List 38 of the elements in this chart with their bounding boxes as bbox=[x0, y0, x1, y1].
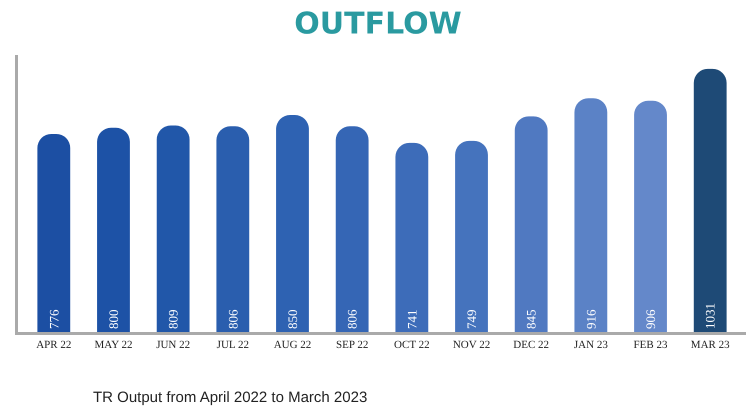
data-label: 850 bbox=[284, 310, 300, 329]
bar bbox=[574, 98, 608, 332]
data-label: 916 bbox=[583, 309, 598, 329]
text: TR Output from April 2022 to March 2023 bbox=[93, 389, 368, 406]
bar bbox=[276, 115, 309, 332]
data-label: 806 bbox=[225, 309, 240, 329]
bar bbox=[395, 142, 428, 332]
x-tick-label: APR 22 bbox=[36, 339, 72, 352]
x-tick-label: OCT 22 bbox=[394, 339, 430, 352]
bar bbox=[336, 126, 369, 332]
bar bbox=[97, 128, 130, 332]
data-label: 806 bbox=[344, 309, 360, 329]
bar bbox=[455, 140, 488, 332]
bar bbox=[694, 68, 727, 332]
data-label: 741 bbox=[404, 310, 420, 329]
x-tick-label: JAN 23 bbox=[574, 339, 608, 352]
bar bbox=[514, 116, 548, 332]
x-tick-label: MAY 22 bbox=[94, 339, 132, 352]
x-tick-label: JUL 22 bbox=[216, 339, 249, 352]
data-label: 809 bbox=[166, 310, 181, 329]
x-tick-label: FEB 23 bbox=[634, 339, 668, 352]
bar bbox=[216, 126, 250, 332]
x-tick-label: AUG 22 bbox=[274, 339, 312, 352]
x-tick-label: SEP 22 bbox=[336, 339, 368, 352]
data-label: 906 bbox=[643, 309, 658, 329]
data-label: 800 bbox=[106, 310, 121, 329]
data-label: 749 bbox=[464, 310, 480, 329]
data-label: 1031 bbox=[702, 303, 718, 329]
data-label: 845 bbox=[524, 310, 539, 329]
bar bbox=[156, 126, 190, 332]
data-label: 776 bbox=[46, 309, 62, 329]
bar bbox=[37, 134, 70, 332]
x-tick-label: MAR 23 bbox=[690, 339, 730, 352]
bar bbox=[634, 100, 667, 332]
chart-title: OUTFLOW bbox=[294, 6, 462, 42]
x-tick-label: DEC 22 bbox=[513, 339, 550, 352]
x-tick-label: NOV 22 bbox=[452, 339, 490, 352]
x-tick-label: JUN 22 bbox=[156, 339, 190, 352]
